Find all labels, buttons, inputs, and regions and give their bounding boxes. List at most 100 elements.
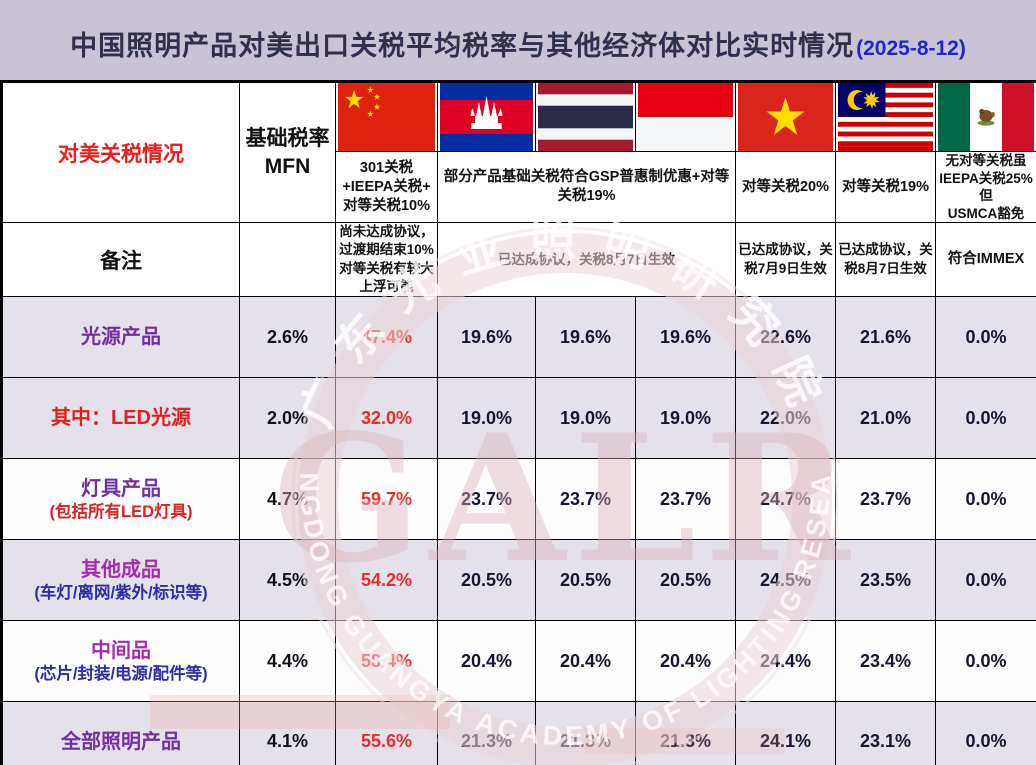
value-cell: 21.0%: [835, 377, 936, 460]
mexico-flag-cell: [935, 81, 1036, 152]
value-cell: 21.3%: [535, 701, 636, 765]
row-label-cell: 其中：LED光源: [1, 377, 240, 460]
corner-header-cell: 对美关税情况: [1, 80, 240, 224]
row-label: 中间品: [91, 639, 151, 662]
value-cell: 23.1%: [835, 701, 936, 765]
value-cell: 24.7%: [735, 458, 836, 541]
value-cell: 32.0%: [335, 377, 438, 460]
remark-header-cell: 备注: [1, 222, 240, 298]
table-row: 其他成品 (车灯/离网/紫外/标识等) 4.5% 54.2% 20.5% 20.…: [1, 539, 1036, 622]
row-label-cell: 全部照明产品: [1, 701, 240, 765]
value-cell: 24.4%: [735, 620, 836, 703]
value-cell: 23.7%: [835, 458, 936, 541]
vietnam-flag-icon: [738, 83, 833, 151]
value-cell: 20.5%: [437, 539, 536, 622]
mexico-flag-icon: [938, 83, 1034, 151]
value-cell: 19.0%: [437, 377, 536, 460]
value-cell: 24.1%: [735, 701, 836, 765]
page-title: 中国照明产品对美出口关税平均税率与其他经济体对比实时情况: [70, 31, 855, 61]
policy-vietnam-cell: 对等关税20%: [735, 150, 836, 224]
cambodia-flag-icon: [440, 83, 533, 151]
value-cell: 4.1%: [239, 701, 336, 765]
remark-vietnam-cell: 已达成协议，关 税7月9日生效: [735, 222, 836, 298]
policy-gsp-cell: 部分产品基础关税符合GSP普惠制优惠+对等关税19%: [437, 150, 736, 224]
value-cell: 47.4%: [335, 296, 438, 379]
value-cell: 23.7%: [535, 458, 636, 541]
value-cell: 4.7%: [239, 458, 336, 541]
value-cell: 59.7%: [335, 458, 438, 541]
malaysia-flag-cell: [835, 81, 936, 152]
value-cell: 19.6%: [635, 296, 736, 379]
remark-gsp-cell: 已达成协议，关税8月7日生效: [437, 222, 736, 298]
value-cell: 22.6%: [735, 296, 836, 379]
value-cell: 58.4%: [335, 620, 438, 703]
value-cell: 55.6%: [335, 701, 438, 765]
value-cell: 4.5%: [239, 539, 336, 622]
value-cell: 0.0%: [935, 296, 1036, 379]
row-sublabel: (芯片/封装/电源/配件等): [34, 664, 208, 683]
remark-malaysia-cell: 已达成协议，关 税8月7日生效: [835, 222, 936, 298]
value-cell: 21.6%: [835, 296, 936, 379]
table-row: 灯具产品 (包括所有LED灯具) 4.7% 59.7% 23.7% 23.7% …: [1, 458, 1036, 541]
value-cell: 19.0%: [635, 377, 736, 460]
value-cell: 19.6%: [437, 296, 536, 379]
value-cell: 54.2%: [335, 539, 438, 622]
row-sublabel: (车灯/离网/紫外/标识等): [34, 583, 208, 602]
policy-china-cell: 301关税 +IEEPA关税+ 对等关税10%: [335, 150, 438, 224]
value-cell: 0.0%: [935, 701, 1036, 765]
row-label-cell: 光源产品: [1, 296, 240, 379]
value-cell: 2.0%: [239, 377, 336, 460]
policy-mexico-cell: 无对等关税虽 IEEPA关税25%但 USMCA豁免: [935, 150, 1036, 224]
empty-cell: [239, 222, 336, 298]
value-cell: 20.5%: [535, 539, 636, 622]
row-label: 灯具产品: [81, 477, 161, 500]
table-row: 其中：LED光源 2.0% 32.0% 19.0% 19.0% 19.0% 22…: [1, 377, 1036, 460]
row-label-cell: 灯具产品 (包括所有LED灯具): [1, 458, 240, 541]
tariff-table: 对美关税情况 基础税率 MFN: [0, 80, 1036, 765]
title-inner: 中国照明产品对美出口关税平均税率与其他经济体对比实时情况 (2025-8-12): [70, 24, 966, 63]
row-label: 其他成品: [81, 558, 161, 581]
malaysia-flag-icon: [838, 83, 933, 151]
value-cell: 19.6%: [535, 296, 636, 379]
value-cell: 20.4%: [535, 620, 636, 703]
value-cell: 2.6%: [239, 296, 336, 379]
table-row: 中间品 (芯片/封装/电源/配件等) 4.4% 58.4% 20.4% 20.4…: [1, 620, 1036, 703]
value-cell: 23.7%: [437, 458, 536, 541]
row-label-cell: 中间品 (芯片/封装/电源/配件等): [1, 620, 240, 703]
value-cell: 23.7%: [635, 458, 736, 541]
value-cell: 24.5%: [735, 539, 836, 622]
row-label: 全部照明产品: [61, 730, 181, 753]
value-cell: 4.4%: [239, 620, 336, 703]
china-flag-cell: [335, 81, 438, 152]
row-sublabel: (包括所有LED灯具): [49, 502, 193, 521]
value-cell: 0.0%: [935, 620, 1036, 703]
value-cell: 0.0%: [935, 377, 1036, 460]
value-cell: 21.3%: [635, 701, 736, 765]
indonesia-flag-cell: [635, 81, 736, 152]
value-cell: 0.0%: [935, 458, 1036, 541]
china-flag-icon: [338, 83, 435, 151]
remark-china-cell: 尚未达成协议， 过渡期结束10% 对等关税有较大 上浮可能: [335, 222, 438, 298]
value-cell: 20.4%: [635, 620, 736, 703]
vietnam-flag-cell: [735, 81, 836, 152]
value-cell: 19.0%: [535, 377, 636, 460]
cambodia-flag-cell: [437, 81, 536, 152]
policy-malaysia-cell: 对等关税19%: [835, 150, 936, 224]
row-label: 其中：LED光源: [51, 407, 191, 430]
title-bar: 中国照明产品对美出口关税平均税率与其他经济体对比实时情况 (2025-8-12): [0, 0, 1036, 80]
value-cell: 0.0%: [935, 539, 1036, 622]
thailand-flag-icon: [538, 83, 633, 151]
value-cell: 22.0%: [735, 377, 836, 460]
value-cell: 23.5%: [835, 539, 936, 622]
value-cell: 20.4%: [437, 620, 536, 703]
thailand-flag-cell: [535, 81, 636, 152]
table-row: 全部照明产品 4.1% 55.6% 21.3% 21.3% 21.3% 24.1…: [1, 701, 1036, 765]
remark-mexico-cell: 符合IMMEX: [935, 222, 1036, 298]
row-label-cell: 其他成品 (车灯/离网/紫外/标识等): [1, 539, 240, 622]
value-cell: 20.5%: [635, 539, 736, 622]
table-row: 光源产品 2.6% 47.4% 19.6% 19.6% 19.6% 22.6% …: [1, 296, 1036, 379]
mfn-header-cell: 基础税率 MFN: [239, 80, 336, 224]
title-date: (2025-8-12): [856, 37, 966, 60]
indonesia-flag-icon: [638, 83, 733, 151]
